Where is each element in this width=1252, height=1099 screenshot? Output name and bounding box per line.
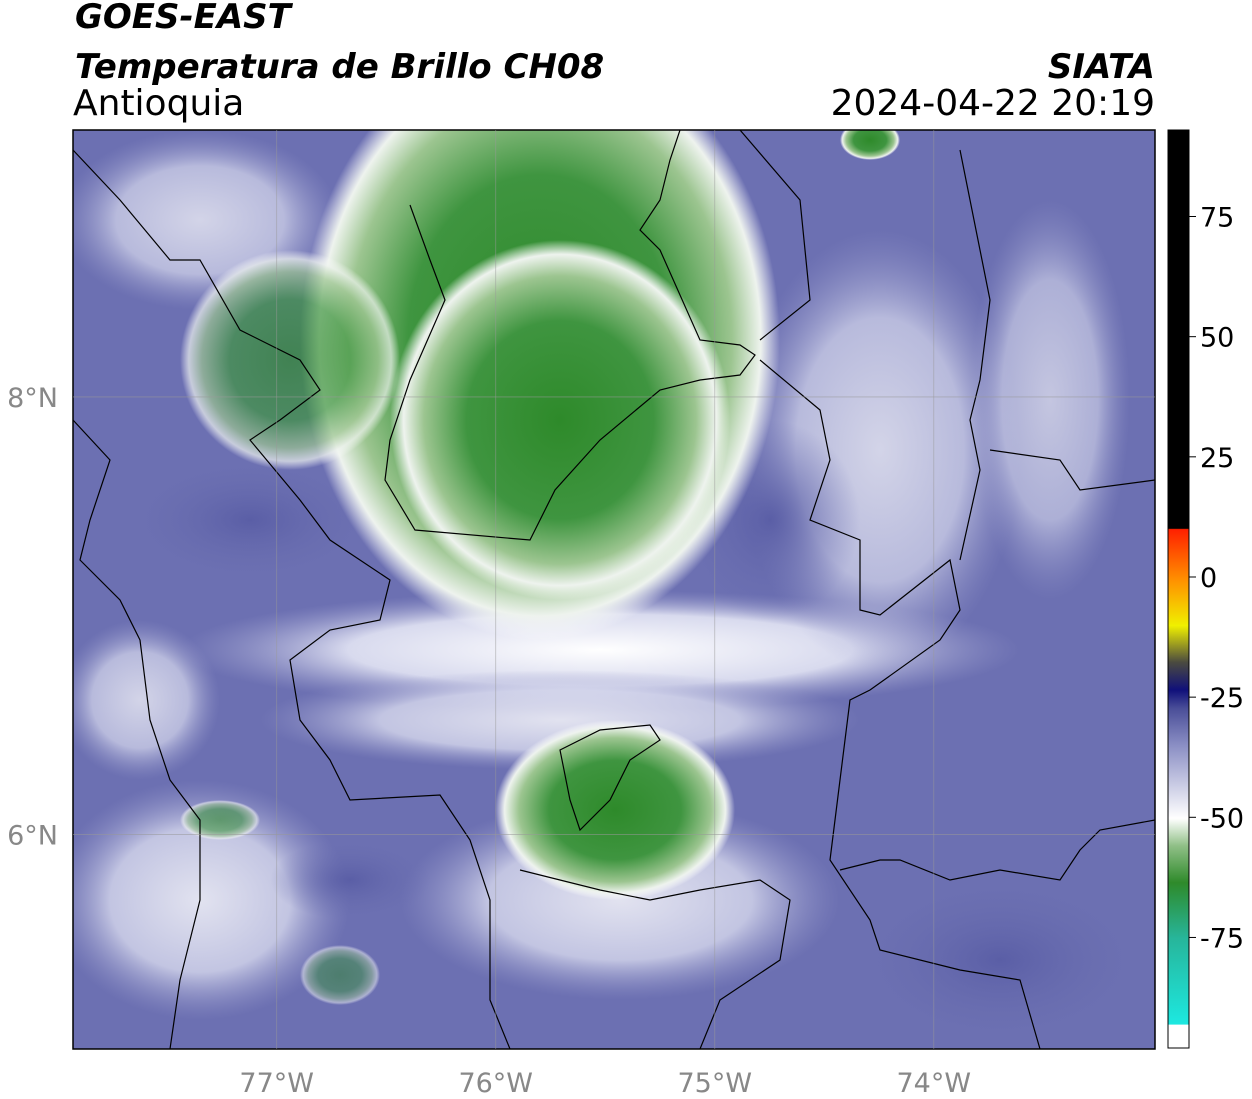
colorbar-tick-label: -25	[1200, 683, 1244, 714]
colorbar-tick-label: -50	[1200, 803, 1244, 834]
colorbar-tick-label: -75	[1200, 923, 1244, 954]
x-tick-label: 74°W	[897, 1068, 972, 1099]
satellite-image	[73, 130, 1155, 1049]
map-frame	[72, 129, 1156, 1050]
subtitle: Temperatura de Brillo CH08	[75, 47, 604, 87]
x-tick-label: 77°W	[239, 1068, 314, 1099]
colorbar-tick-label: 75	[1200, 203, 1234, 234]
colorbar-tick-label: 50	[1200, 323, 1234, 354]
datetime: 2024-04-22 20:19	[831, 83, 1155, 124]
x-tick-label: 76°W	[458, 1068, 533, 1099]
title: GOES-EAST	[75, 0, 294, 37]
y-tick-label: 8°N	[7, 383, 58, 414]
region: Antioquia	[73, 83, 244, 124]
x-tick-label: 75°W	[677, 1068, 752, 1099]
source: SIATA	[1048, 47, 1155, 87]
colorbar	[1167, 129, 1190, 1049]
colorbar-tick-label: 25	[1200, 443, 1234, 474]
y-tick-label: 6°N	[7, 821, 58, 852]
colorbar-tick-label: 0	[1200, 563, 1217, 594]
